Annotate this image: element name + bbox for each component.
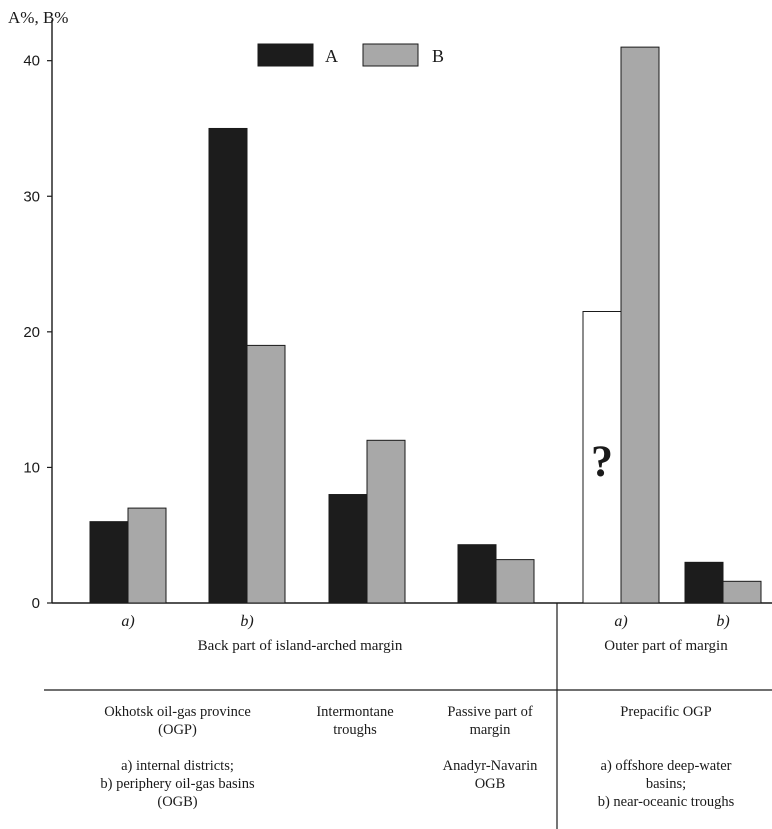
legend-label-b: B bbox=[432, 46, 444, 66]
description-title-line: (OGP) bbox=[158, 722, 197, 738]
bar-b bbox=[127, 507, 167, 604]
description-detail-line: basins; bbox=[645, 776, 687, 792]
chart-axes: 0 10 20 30 40 a) b) a) b) bbox=[23, 20, 772, 829]
description-passive: Passive part of margin Anadyr-Navarin OG… bbox=[425, 703, 555, 793]
bar-a bbox=[582, 311, 622, 604]
category-label: a) bbox=[614, 613, 627, 630]
description-detail-line: b) periphery oil-gas basins bbox=[100, 776, 255, 792]
group-label-outer: Outer part of margin bbox=[604, 638, 728, 654]
description-title-line: troughs bbox=[333, 722, 377, 738]
description-title-line: Okhotsk oil-gas province bbox=[104, 704, 251, 720]
y-tick-label: 20 bbox=[23, 324, 40, 341]
description-detail-line: (OGB) bbox=[157, 794, 198, 810]
y-axis-label: A%, B% bbox=[8, 8, 69, 27]
category-label: b) bbox=[240, 613, 253, 630]
legend-swatch-a bbox=[257, 43, 314, 67]
description-detail-line: b) near-oceanic troughs bbox=[597, 794, 735, 810]
description-detail-line: Anadyr-Navarin bbox=[442, 758, 538, 774]
bar-a bbox=[89, 521, 129, 604]
description-title-line: Passive part of bbox=[447, 704, 533, 720]
bar-b bbox=[495, 559, 535, 604]
description-detail-line: a) offshore deep-water bbox=[600, 758, 732, 774]
bar-b bbox=[366, 439, 406, 604]
bar-group: ? bbox=[89, 46, 762, 604]
description-detail-line: OGB bbox=[474, 776, 506, 792]
description-intermontane: Intermontane troughs bbox=[300, 703, 410, 739]
description-prepacific: Prepacific OGP a) offshore deep-water ba… bbox=[565, 703, 767, 811]
description-title-line: Intermontane bbox=[316, 704, 394, 720]
legend-label-a: A bbox=[325, 46, 338, 66]
description-okhotsk: Okhotsk oil-gas province (OGP) a) intern… bbox=[50, 703, 305, 811]
description-title-line: margin bbox=[469, 722, 511, 738]
bar-a bbox=[457, 544, 497, 604]
group-label-back: Back part of island-arched margin bbox=[197, 638, 403, 654]
y-tick-label: 10 bbox=[23, 459, 40, 476]
bar-b bbox=[246, 344, 286, 604]
bar-a bbox=[328, 494, 368, 604]
y-tick-label: 30 bbox=[23, 188, 40, 205]
bar-a bbox=[684, 561, 724, 604]
category-label: b) bbox=[716, 613, 729, 630]
y-tick-label: 0 bbox=[32, 595, 40, 612]
bar-b bbox=[620, 46, 660, 604]
y-tick-label: 40 bbox=[23, 53, 40, 70]
bar-b bbox=[722, 580, 762, 604]
uncertain-mark: ? bbox=[591, 436, 613, 485]
description-title-line: Prepacific OGP bbox=[620, 704, 712, 720]
category-label: a) bbox=[121, 613, 134, 630]
legend-swatch-b bbox=[362, 43, 419, 67]
bar-a bbox=[208, 127, 248, 604]
description-detail-line: a) internal districts; bbox=[121, 758, 234, 774]
